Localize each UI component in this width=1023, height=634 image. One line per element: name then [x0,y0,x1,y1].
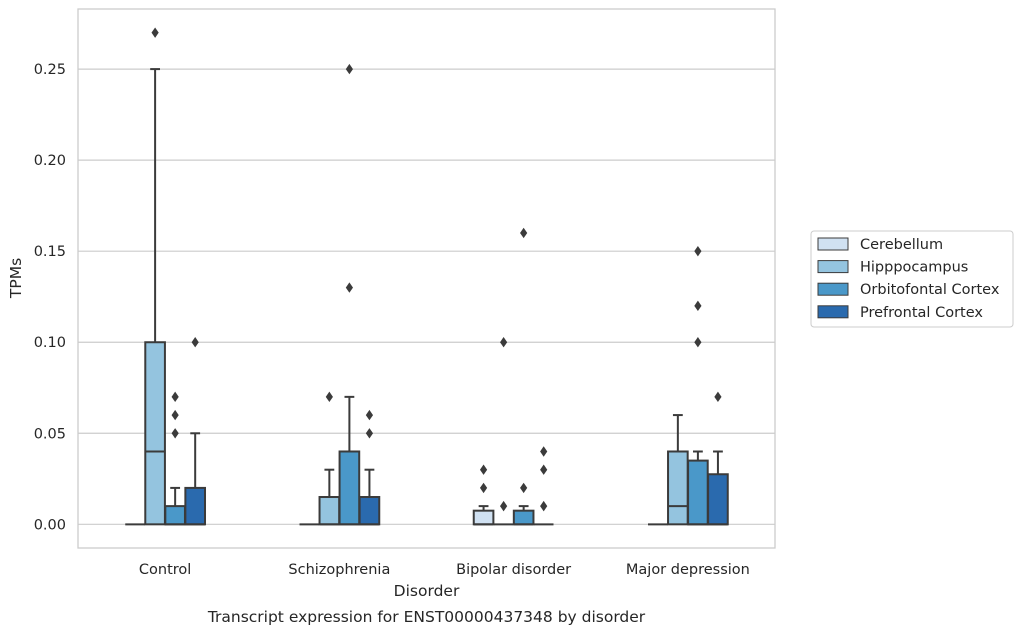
box-orbitofontal-cortex [164,391,186,526]
outlier-point [540,500,548,512]
box-body [687,459,709,526]
box-body [707,473,729,526]
chart-caption: Transcript expression for ENST0000043734… [207,608,646,626]
outlier-point [714,391,722,403]
outlier-point [540,446,548,457]
box-body [358,496,381,526]
box-cerebellum [472,464,495,526]
box-prefrontal-cortex [184,337,207,526]
y-tick-label: 0.20 [34,153,66,169]
outlier-point [171,391,179,403]
box-orbitofontal-cortex [687,245,709,526]
x-tick-label: Schizophrenia [288,562,390,578]
x-tick-labels: Control Schizophrenia Bipolar disorder Majo… [139,562,750,578]
box-body [512,509,535,526]
outlier-point [540,464,548,475]
outlier-point [520,227,528,239]
outlier-point [694,245,702,257]
outlier-point [479,482,488,494]
y-tick-label: 0.10 [34,335,66,351]
legend-label: Prefrontal Cortex [860,305,983,321]
outlier-point [191,337,199,348]
y-tick-label: 0.15 [34,244,66,260]
box-hipppocampus [667,414,689,526]
y-tick-label: 0.05 [34,426,66,442]
box-body [144,341,166,526]
box-body [318,496,341,526]
legend-swatch [817,305,849,319]
box-prefrontal-cortex [533,446,554,526]
box-hipppocampus [318,391,341,526]
x-tick-label: Major depression [626,562,750,578]
legend-swatch [817,260,849,274]
legend-label: Cerebellum [860,237,943,253]
box-body [164,505,186,526]
y-tick-label: 0.00 [34,517,66,533]
legend: Cerebellum Hipppocampus Orbitofontal Corte… [810,230,1014,328]
boxes [125,27,729,526]
y-tick-labels: 0.00 0.05 0.10 0.15 0.20 0.25 [34,62,66,533]
outlier-point [365,409,374,421]
outlier-point [325,391,333,403]
outlier-point [345,282,353,293]
legend-frame [810,230,1014,328]
legend-label: Hipppocampus [860,260,968,276]
outlier-point [694,300,702,312]
outlier-point [500,337,508,348]
outlier-point [171,409,179,421]
x-tick-label: Bipolar disorder [456,562,571,578]
box-body [184,486,207,526]
x-axis-title: Disorder [394,582,460,600]
legend-swatch [817,237,849,251]
outlier-point [479,464,488,475]
box-orbitofontal-cortex [512,227,535,526]
box-hipppocampus [144,27,166,526]
x-tick-label: Control [139,562,191,578]
outlier-point [345,63,353,75]
box-orbitofontal-cortex [338,63,361,526]
box-body [472,509,495,526]
y-tick-label: 0.25 [34,62,66,78]
outlier-point [365,428,374,439]
outlier-point [500,500,508,512]
box-prefrontal-cortex [707,391,729,526]
box-prefrontal-cortex [358,409,381,526]
plot-area-frame [77,8,776,549]
box-body [338,450,361,526]
outlier-point [151,27,159,38]
outlier-point [520,482,528,494]
outlier-point [694,337,702,348]
outlier-point [171,428,179,439]
legend-label: Orbitofontal Cortex [860,282,1000,298]
y-axis-title: TPMs [7,258,25,299]
legend-swatch [817,282,849,296]
box-hipppocampus [493,337,514,526]
box-body [667,450,689,526]
